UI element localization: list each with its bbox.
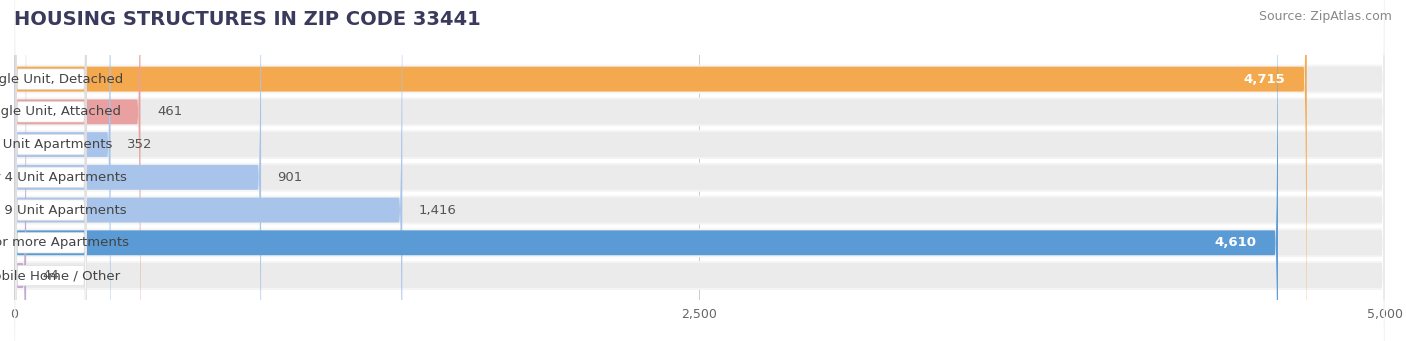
FancyBboxPatch shape <box>15 0 86 341</box>
FancyBboxPatch shape <box>14 0 1306 341</box>
Text: Single Unit, Attached: Single Unit, Attached <box>0 105 121 118</box>
Text: Mobile Home / Other: Mobile Home / Other <box>0 269 120 282</box>
Text: 5 to 9 Unit Apartments: 5 to 9 Unit Apartments <box>0 204 127 217</box>
FancyBboxPatch shape <box>15 0 86 341</box>
FancyBboxPatch shape <box>14 0 1385 341</box>
FancyBboxPatch shape <box>15 0 86 341</box>
FancyBboxPatch shape <box>14 0 1385 341</box>
FancyBboxPatch shape <box>14 0 1385 341</box>
Text: 3 or 4 Unit Apartments: 3 or 4 Unit Apartments <box>0 171 127 184</box>
FancyBboxPatch shape <box>14 0 1385 341</box>
FancyBboxPatch shape <box>15 0 86 341</box>
FancyBboxPatch shape <box>15 0 86 341</box>
FancyBboxPatch shape <box>14 0 1385 341</box>
FancyBboxPatch shape <box>14 0 1278 341</box>
FancyBboxPatch shape <box>14 0 141 341</box>
Text: 4,610: 4,610 <box>1213 236 1256 249</box>
FancyBboxPatch shape <box>14 0 1385 341</box>
Text: 44: 44 <box>42 269 59 282</box>
FancyBboxPatch shape <box>14 0 27 341</box>
FancyBboxPatch shape <box>14 0 1385 341</box>
FancyBboxPatch shape <box>14 0 1385 341</box>
Text: 352: 352 <box>127 138 152 151</box>
FancyBboxPatch shape <box>15 0 86 341</box>
FancyBboxPatch shape <box>14 0 1385 341</box>
FancyBboxPatch shape <box>14 0 262 341</box>
Text: 10 or more Apartments: 10 or more Apartments <box>0 236 129 249</box>
FancyBboxPatch shape <box>14 0 402 341</box>
Text: 901: 901 <box>277 171 302 184</box>
FancyBboxPatch shape <box>14 0 1385 341</box>
Text: Single Unit, Detached: Single Unit, Detached <box>0 73 124 86</box>
FancyBboxPatch shape <box>14 0 1385 341</box>
Text: HOUSING STRUCTURES IN ZIP CODE 33441: HOUSING STRUCTURES IN ZIP CODE 33441 <box>14 10 481 29</box>
Text: 1,416: 1,416 <box>419 204 457 217</box>
FancyBboxPatch shape <box>15 0 86 341</box>
FancyBboxPatch shape <box>14 0 1385 341</box>
FancyBboxPatch shape <box>14 0 1385 341</box>
Text: 2 Unit Apartments: 2 Unit Apartments <box>0 138 112 151</box>
FancyBboxPatch shape <box>14 0 111 341</box>
Text: 4,715: 4,715 <box>1243 73 1285 86</box>
FancyBboxPatch shape <box>14 0 1385 341</box>
Text: 461: 461 <box>157 105 183 118</box>
Text: Source: ZipAtlas.com: Source: ZipAtlas.com <box>1258 10 1392 23</box>
